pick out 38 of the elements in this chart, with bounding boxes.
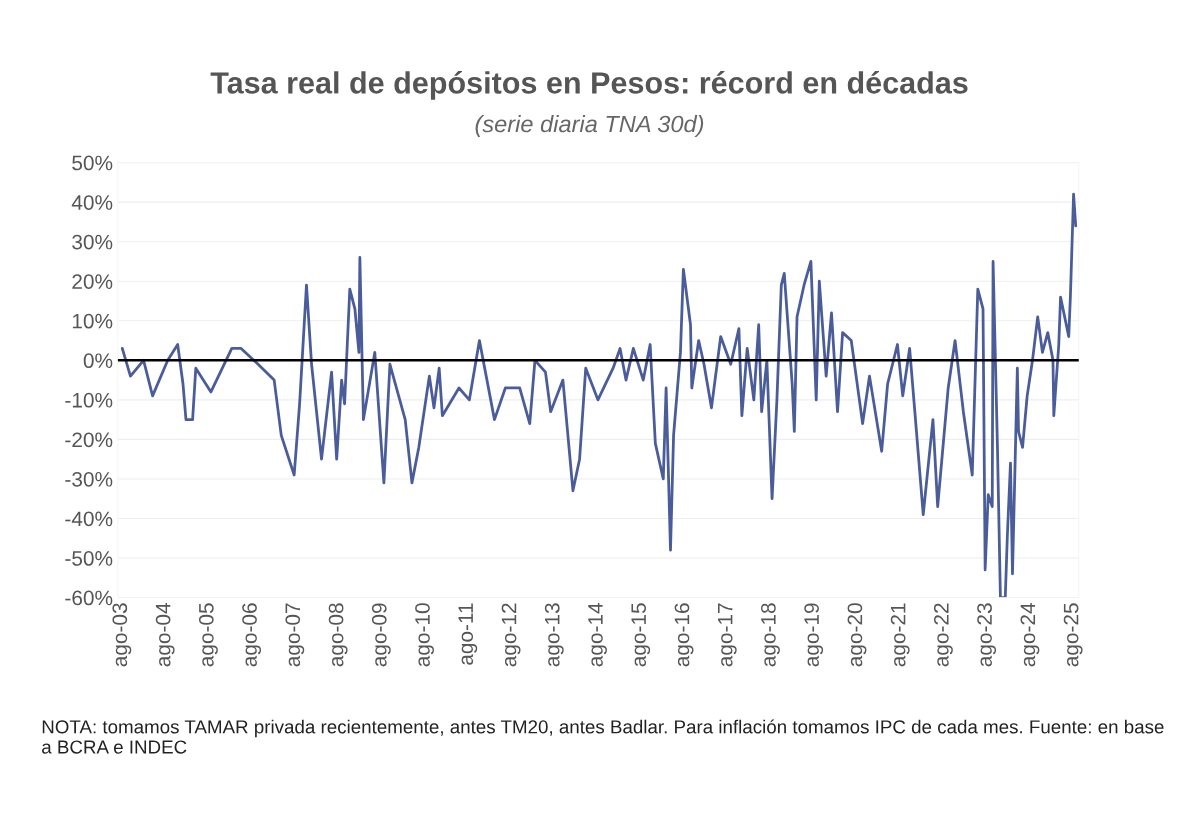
- x-tick-label: ago-22: [933, 603, 953, 667]
- x-tick-label: ago-19: [804, 603, 824, 667]
- x-tick-label: ago-06: [242, 603, 262, 667]
- chart-subtitle: (serie diaria TNA 30d): [475, 115, 704, 138]
- y-tick-label: -10%: [65, 392, 113, 408]
- y-tick-label: 30%: [72, 234, 113, 250]
- x-tick-label: ago-07: [285, 603, 305, 667]
- x-tick-label: ago-24: [1020, 603, 1040, 667]
- y-tick-label: 40%: [71, 195, 113, 210]
- x-tick-label: ago-17: [718, 603, 737, 667]
- x-tick-label: ago-13: [544, 603, 564, 667]
- y-tick-label: -50%: [65, 551, 113, 566]
- y-tick-label: -60%: [65, 590, 113, 606]
- y-tick-label: -40%: [65, 511, 113, 527]
- y-tick-label: 20%: [72, 274, 113, 289]
- y-tick-label: -30%: [65, 471, 113, 487]
- y-tick-label: 10%: [72, 313, 113, 329]
- x-tick-label: ago-23: [977, 603, 997, 667]
- x-tick-label: ago-21: [890, 603, 910, 667]
- x-tick-label: ago-16: [674, 603, 694, 667]
- x-tick-label: ago-08: [328, 603, 348, 667]
- x-tick-label: ago-15: [631, 603, 651, 667]
- y-tick-label: 0%: [83, 353, 113, 369]
- x-tick-label: ago-09: [371, 603, 391, 667]
- x-tick-label: ago-20: [847, 603, 867, 667]
- x-tick-label: ago-05: [198, 603, 218, 667]
- x-tick-label: ago-04: [155, 603, 175, 667]
- x-tick-label: ago-25: [1063, 603, 1083, 667]
- x-tick-label: ago-14: [588, 603, 607, 667]
- y-tick-label: 50%: [72, 155, 113, 171]
- x-tick-label: ago-10: [415, 603, 434, 667]
- x-tick-label: ago-11: [458, 603, 478, 665]
- text: NOTA: tomamos TAMAR privada recientemente, antes TM20, antes Badlar. Para inflación tomamos IPC de cada mes. Fuente: en base a BCRA e INDEC: [42, 719, 1164, 754]
- x-tick-label: ago-03: [112, 603, 132, 667]
- x-tick-label: ago-12: [501, 603, 521, 667]
- x-tick-label: ago-18: [761, 603, 780, 667]
- chart-title: Tasa real de depósitos en Pesos: récord en décadas: [210, 70, 968, 100]
- y-tick-label: -20%: [65, 432, 113, 448]
